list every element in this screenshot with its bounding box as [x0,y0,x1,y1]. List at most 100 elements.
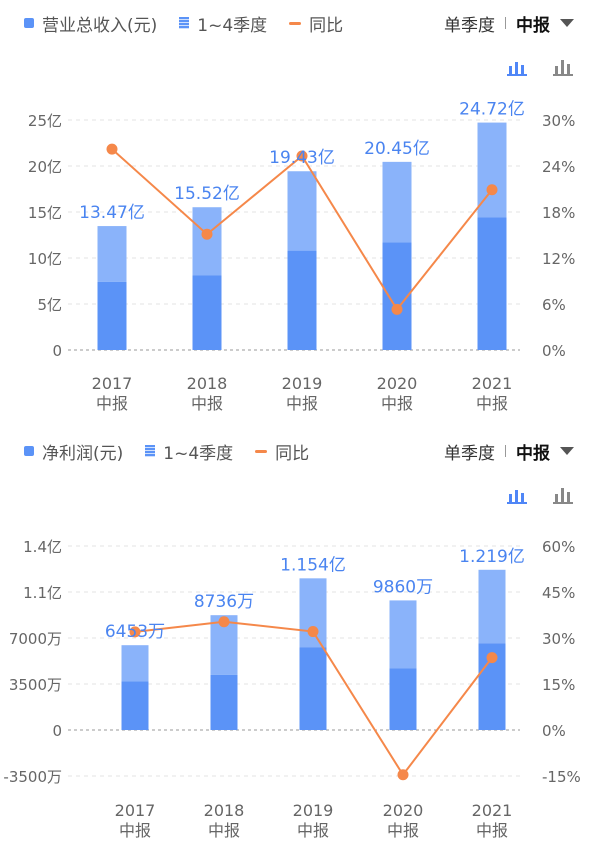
y-tick-left: 10亿 [28,250,62,268]
bar-lower [121,681,149,730]
x-tick-year: 2019 [293,801,334,820]
legend-yoy-label: 同比 [309,15,344,36]
net-profit-panel: 净利润(元) 1~4季度 同比 单季度 中报 -3500万 -15% 0 0% 3500… [0,428,600,856]
x-tick-period: 中报 [119,821,151,840]
legend-net-profit[interactable]: 净利润(元) [24,439,123,464]
y-tick-left: 3500万 [9,676,62,694]
revenue-legend: 营业总收入(元) 1~4季度 同比 [24,10,365,36]
x-tick-year: 2017 [92,374,133,393]
bar-total-label: 24.72亿 [459,100,525,120]
bar-total-label: 6453万 [105,622,165,642]
period-selector[interactable]: 单季度 中报 [444,10,574,36]
x-tick-period: 中报 [387,821,419,840]
x-tick-year: 2020 [377,374,418,393]
legend-quarters-swatch-icon [145,445,156,457]
bar-total-label: 15.52亿 [174,184,240,204]
legend-quarters-label: 1~4季度 [163,443,234,464]
x-tick-year: 2018 [187,374,228,393]
y-tick-left: 0 [52,722,62,740]
legend-bar-swatch-icon [24,446,34,456]
y-tick-right: 30% [542,630,575,648]
bar-lower [389,668,417,730]
yoy-point [307,626,319,638]
yoy-point [486,652,498,664]
y-tick-left: 20亿 [28,158,62,176]
bar-upper [478,569,506,644]
bar-total-label: 9860万 [373,577,433,597]
legend-quarters[interactable]: 1~4季度 [145,439,233,464]
bar-lower [192,275,222,350]
net-profit-chart: -3500万 -15% 0 0% 3500万 15% 7000万 30% 1.1亿 45% 1.4亿… [3,538,581,840]
legend-yoy[interactable]: 同比 [255,439,309,464]
bar-upper [389,600,417,669]
period-selector[interactable]: 单季度 中报 [444,438,574,464]
yoy-point [391,303,403,315]
legend-quarters-label: 1~4季度 [197,15,268,36]
y-tick-left: 0 [52,342,62,360]
x-tick-year: 2017 [115,801,156,820]
bar-lower [299,647,327,730]
legend-revenue[interactable]: 营业总收入(元) [24,11,157,36]
revenue-chart: 0 0%5亿 6%10亿 12%15亿 18%20亿 24%25亿 30%2017中报201… [28,100,575,413]
x-tick-period: 中报 [208,821,240,840]
bar-total-label: 20.45亿 [364,139,430,159]
x-tick-period: 中报 [476,821,508,840]
bar-lower [97,281,127,350]
y-tick-right: 15% [542,676,575,694]
mode-divider [505,17,506,29]
x-tick-period: 中报 [297,821,329,840]
y-tick-right: 24% [542,158,575,176]
y-tick-left: 1.4亿 [23,538,62,556]
yoy-point [486,184,498,196]
bar-chart-icon[interactable] [552,486,574,504]
x-tick-year: 2018 [204,801,245,820]
y-tick-left: 1.1亿 [23,584,62,602]
half-year-option[interactable]: 中报 [516,15,550,36]
y-tick-right: -15% [542,768,581,786]
chart-type-switch [482,58,574,76]
x-tick-year: 2021 [472,374,513,393]
x-tick-period: 中报 [286,394,318,413]
bar-lower [210,674,238,730]
bar-lower [477,217,507,350]
y-tick-left: -3500万 [3,768,62,786]
bar-total-label: 1.154亿 [280,555,346,575]
legend-quarters[interactable]: 1~4季度 [179,11,267,36]
yoy-point [201,228,213,240]
bar-upper [121,645,149,682]
chart-type-switch [482,486,574,504]
bar-chart-icon[interactable] [552,58,574,76]
chevron-down-icon[interactable] [560,19,574,27]
stacked-bar-chart-icon[interactable] [506,58,528,76]
profit-legend: 净利润(元) 1~4季度 同比 [24,438,331,464]
legend-bar-swatch-icon [24,18,34,28]
yoy-point [296,150,308,162]
y-tick-left: 15亿 [28,204,62,222]
bar-lower [287,250,317,350]
single-quarter-option[interactable]: 单季度 [444,443,495,464]
legend-net-profit-label: 净利润(元) [42,443,124,464]
x-tick-year: 2019 [282,374,323,393]
legend-line-swatch-icon [289,21,302,25]
half-year-option[interactable]: 中报 [516,443,550,464]
legend-yoy[interactable]: 同比 [289,11,343,36]
chevron-down-icon[interactable] [560,447,574,455]
bar-total-label: 13.47亿 [79,203,145,223]
y-tick-right: 0% [542,342,566,360]
x-tick-period: 中报 [476,394,508,413]
bar-upper [382,161,412,243]
y-tick-right: 6% [542,296,566,314]
bar-total-label: 19.43亿 [269,148,335,168]
x-tick-year: 2020 [383,801,424,820]
x-tick-period: 中报 [381,394,413,413]
single-quarter-option[interactable]: 单季度 [444,15,495,36]
x-tick-year: 2021 [472,801,513,820]
y-tick-right: 45% [542,584,575,602]
bar-upper [192,207,222,276]
y-tick-right: 18% [542,204,575,222]
x-tick-period: 中报 [191,394,223,413]
legend-yoy-label: 同比 [275,443,310,464]
stacked-bar-chart-icon[interactable] [506,486,528,504]
yoy-point [129,626,141,638]
y-tick-left: 7000万 [9,630,62,648]
